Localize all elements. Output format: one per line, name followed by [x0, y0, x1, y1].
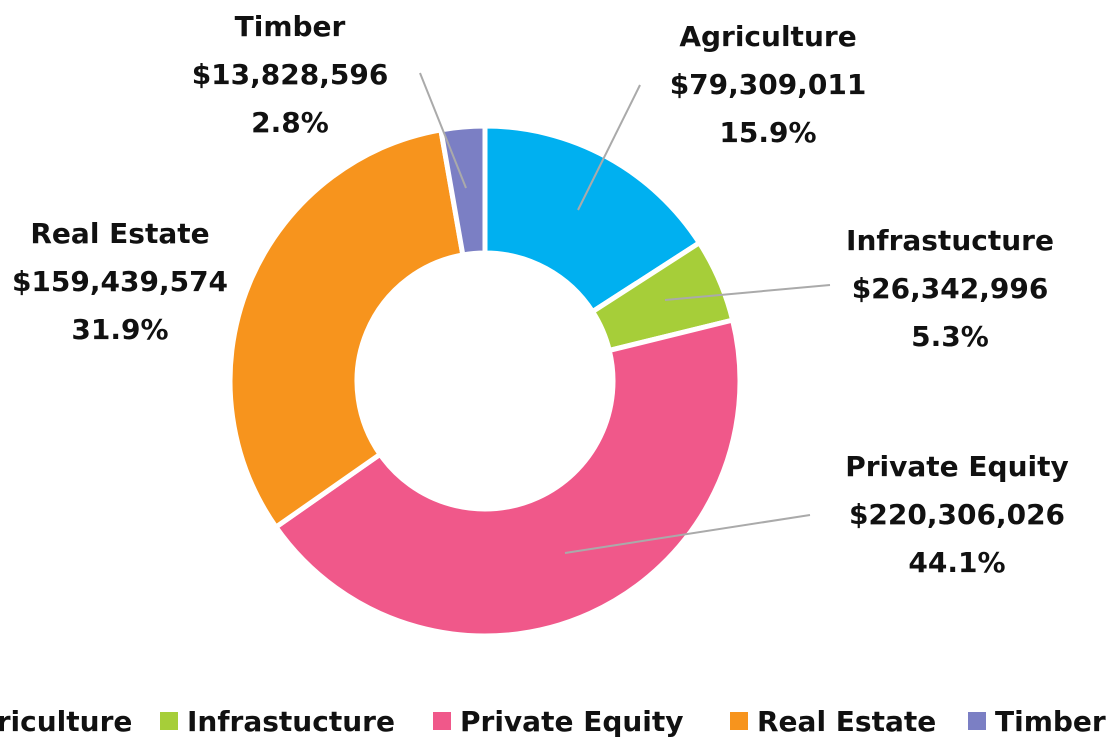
data-label-value: $79,309,011	[670, 68, 867, 101]
legend-swatch	[730, 712, 748, 730]
leader-line	[564, 514, 811, 554]
legend-label: Real Estate	[757, 705, 936, 738]
data-label-share: 5.3%	[911, 320, 989, 353]
data-label-name: Real Estate	[30, 217, 209, 250]
data-label-share: 44.1%	[908, 546, 1005, 579]
legend-swatch	[433, 712, 451, 730]
leader-line	[419, 72, 467, 189]
data-label-share: 31.9%	[71, 313, 168, 346]
data-label-value: $26,342,996	[852, 272, 1049, 305]
legend-swatch	[160, 712, 178, 730]
data-label-share: 2.8%	[251, 106, 329, 139]
data-label-name: Private Equity	[845, 450, 1069, 483]
leader-line	[664, 284, 831, 301]
data-label-value: $220,306,026	[849, 498, 1065, 531]
data-label-value: $13,828,596	[192, 58, 389, 91]
leader-line	[577, 84, 641, 211]
legend-swatch	[968, 712, 986, 730]
data-label-name: Agriculture	[679, 20, 856, 53]
slice	[272, 317, 743, 639]
legend-label: Timber	[995, 705, 1106, 738]
legend-label: Infrastucture	[187, 705, 395, 738]
data-label-share: 15.9%	[719, 116, 816, 149]
data-label-name: Infrastucture	[846, 224, 1054, 257]
slice	[482, 123, 703, 316]
legend-label: Private Equity	[460, 705, 684, 738]
slice	[437, 123, 488, 258]
legend-label: Agriculture	[0, 705, 132, 738]
data-label-name: Timber	[235, 10, 346, 43]
data-label-value: $159,439,574	[12, 265, 228, 298]
slice	[227, 126, 466, 531]
